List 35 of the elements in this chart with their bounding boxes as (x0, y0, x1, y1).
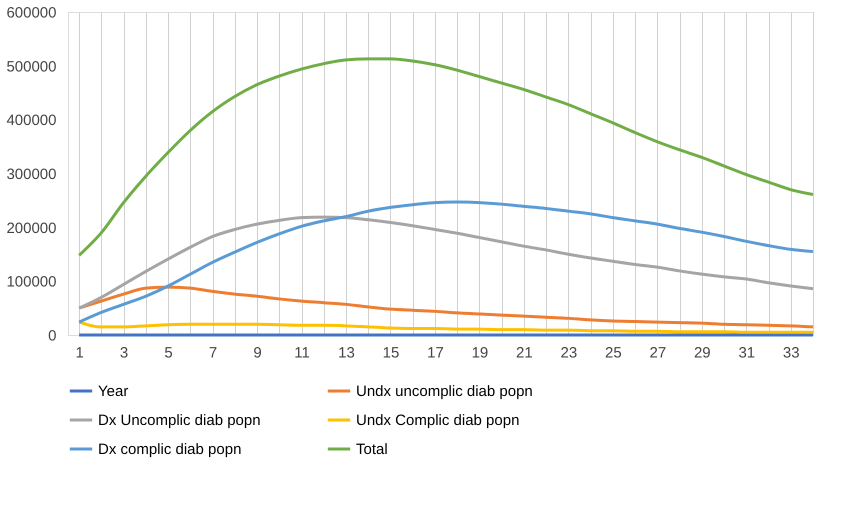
x-tick-label: 5 (164, 344, 173, 362)
legend-label: Total (356, 441, 388, 458)
legend-label: Dx Uncomplic diab popn (98, 412, 261, 429)
y-tick-label: 100000 (6, 274, 56, 291)
x-tick-label: 33 (782, 344, 800, 362)
line-series (78, 57, 814, 257)
line-series (78, 200, 814, 324)
x-tick-label: 23 (560, 344, 578, 362)
x-tick-label: 29 (694, 344, 711, 362)
x-tick-label: 19 (472, 344, 488, 362)
y-tick-label: 600000 (6, 4, 56, 22)
x-tick-label: 25 (605, 344, 622, 362)
x-tick-label: 31 (738, 344, 756, 362)
y-tick-label: 500000 (6, 58, 56, 76)
y-tick-label: 400000 (6, 112, 56, 130)
x-tick-label: 11 (294, 344, 310, 362)
x-tick-label: 7 (208, 344, 218, 362)
x-tick-label: 3 (120, 344, 128, 362)
legend-label: Undx uncomplic diab popn (356, 383, 533, 400)
x-tick-label: 21 (516, 344, 533, 362)
y-tick-label: 200000 (6, 220, 56, 237)
legend-label: Year (98, 383, 128, 400)
x-tick-label: 1 (75, 344, 84, 362)
x-tick-label: 27 (649, 344, 666, 362)
line-series (78, 216, 814, 310)
x-tick-label: 17 (427, 344, 444, 362)
line-series (78, 320, 814, 334)
legend-label: Undx Complic diab popn (356, 412, 520, 429)
y-tick-label: 0 (48, 328, 56, 344)
y-tick-label: 300000 (6, 166, 56, 183)
line-series (78, 286, 814, 328)
x-tick-label: 9 (253, 344, 262, 362)
legend-label: Dx complic diab popn (98, 441, 242, 458)
x-tick-label: 13 (338, 344, 355, 362)
x-tick-label: 15 (382, 344, 400, 362)
